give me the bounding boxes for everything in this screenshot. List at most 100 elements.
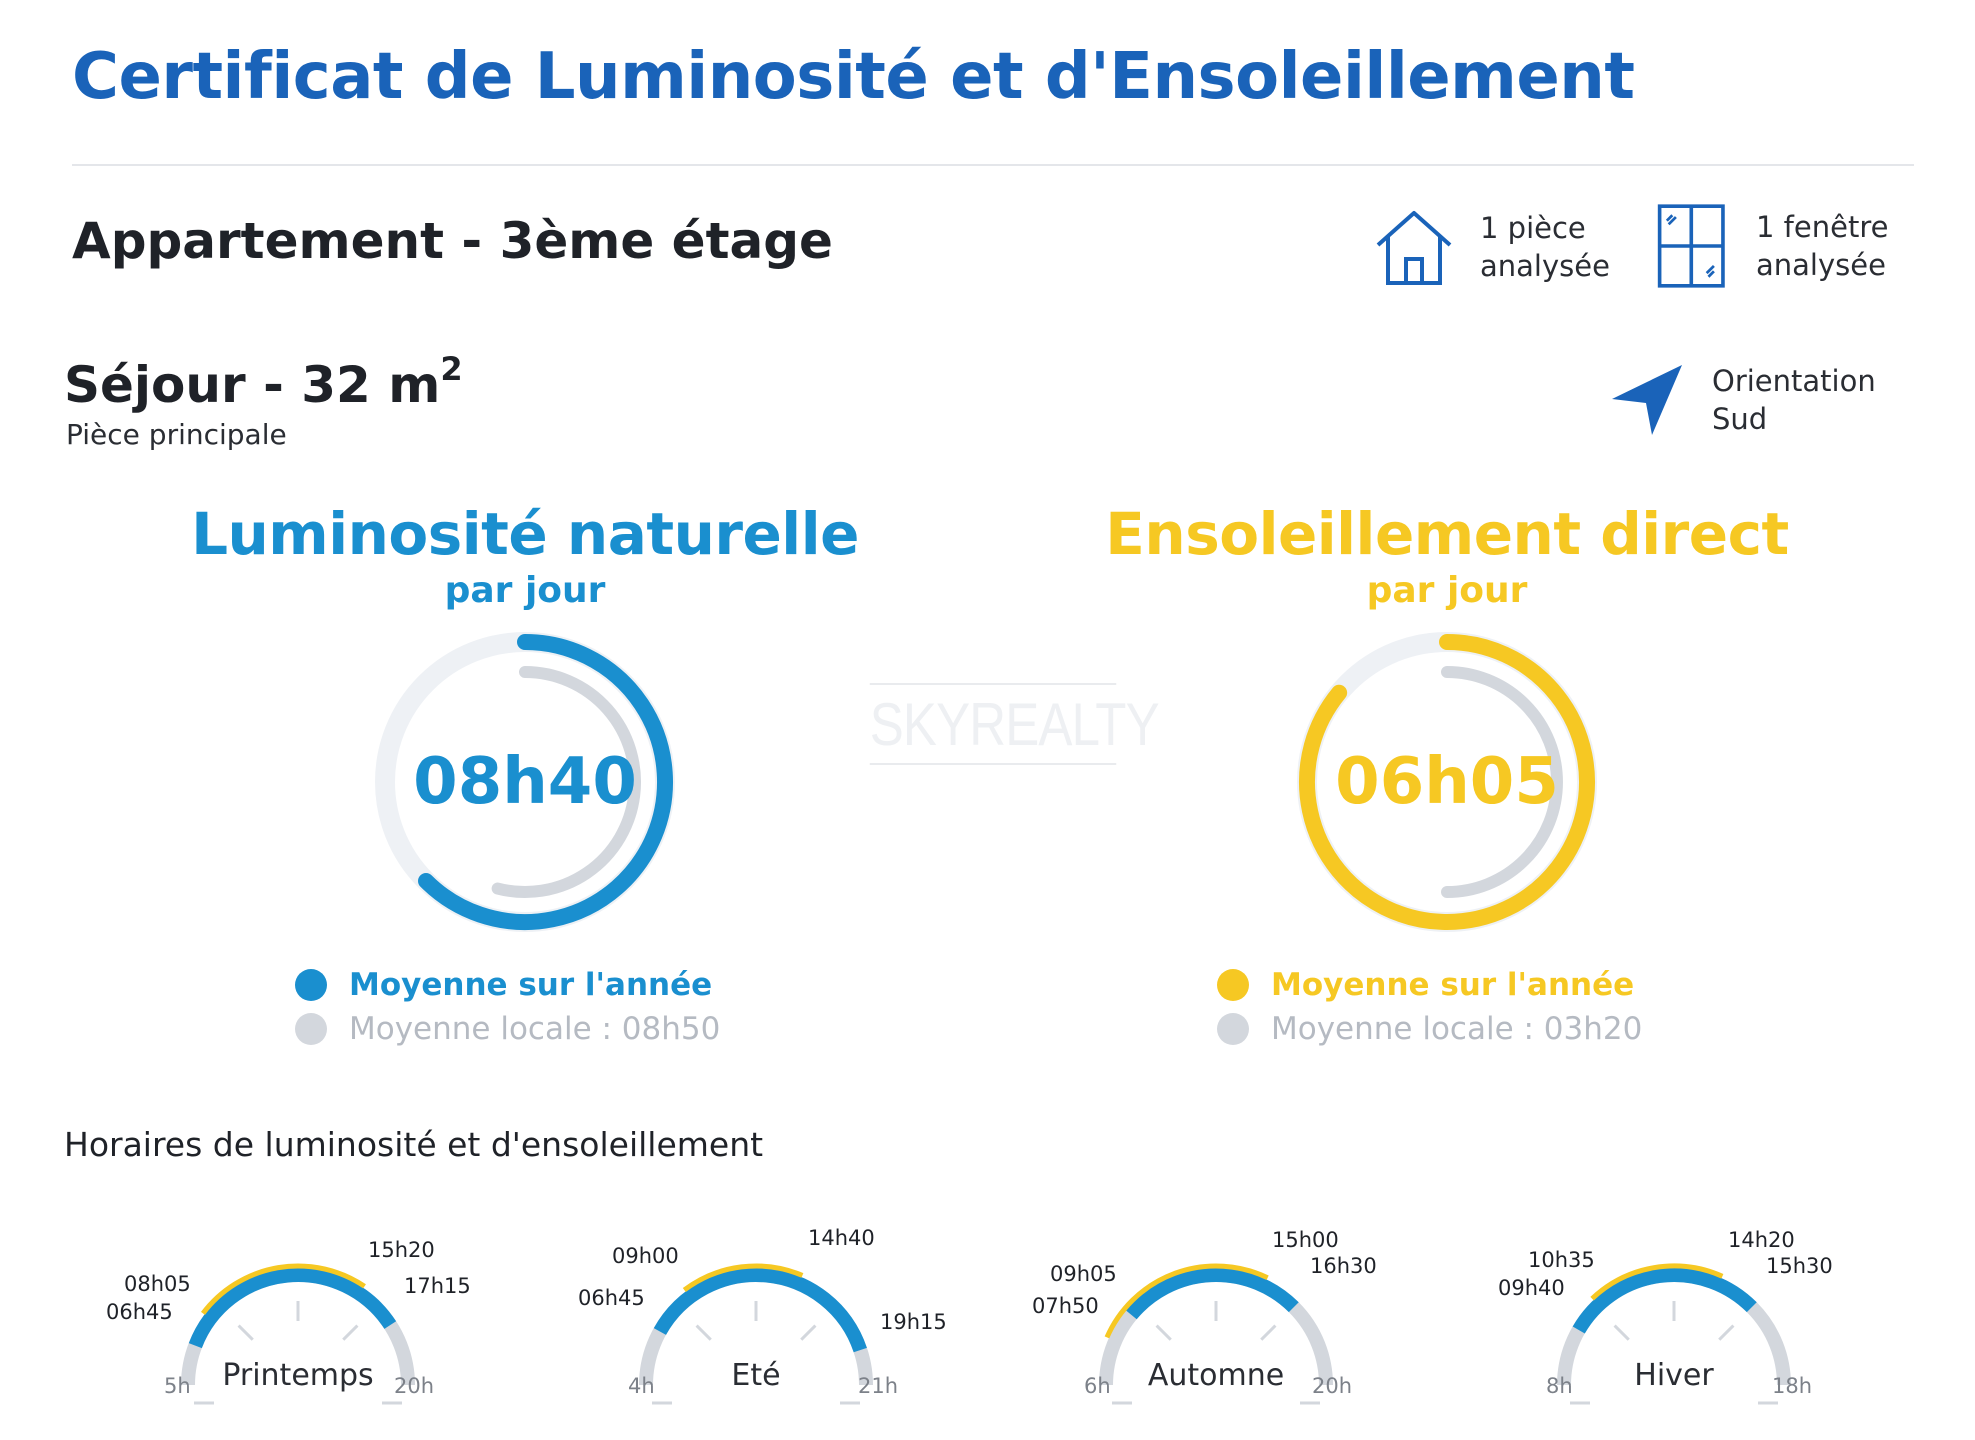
axis-end-label: 18h bbox=[1772, 1374, 1813, 1398]
season-gauge-printemps: 08h05 06h45 15h20 17h15 5h 20h Printemps bbox=[98, 1220, 498, 1420]
season-gauge-svg bbox=[1099, 1263, 1333, 1405]
sunshine-title: Ensoleillement direct bbox=[1105, 500, 1789, 568]
luminosity-hours-arc bbox=[1572, 1268, 1757, 1334]
windows-count-label: 1 fenêtre bbox=[1756, 210, 1889, 244]
gauge-tick bbox=[342, 1324, 359, 1341]
sunshine-local-arc bbox=[1441, 666, 1563, 898]
legend-dot-yellow bbox=[1217, 969, 1249, 1001]
rooms-count-label: 1 pièce bbox=[1480, 211, 1586, 245]
luminosity-legend-main: Moyenne sur l'année bbox=[295, 963, 755, 1007]
gauge-tick bbox=[695, 1324, 712, 1341]
gauge-tick bbox=[1260, 1324, 1277, 1341]
certificate-title: Certificat de Luminosité et d'Ensoleille… bbox=[72, 40, 1635, 114]
luminosity-hours-arc bbox=[653, 1268, 867, 1353]
season-name: Eté bbox=[731, 1358, 781, 1393]
sun-end-label: 15h00 bbox=[1272, 1228, 1339, 1252]
watermark: SKYREALTY bbox=[869, 683, 1160, 765]
light-end-label: 15h30 bbox=[1766, 1254, 1833, 1278]
luminosity-ring-svg bbox=[375, 632, 675, 932]
season-name: Automne bbox=[1147, 1358, 1285, 1393]
season-gauge-hiver: 10h35 09h40 14h20 15h30 8h 18h Hiver bbox=[1474, 1220, 1874, 1420]
sunshine-legend-local: Moyenne locale : 03h20 bbox=[1217, 1007, 1677, 1051]
windows-analysed-label: analysée bbox=[1756, 248, 1886, 282]
divider bbox=[72, 164, 1914, 166]
window-icon bbox=[1657, 204, 1725, 288]
season-gauge-svg bbox=[1557, 1263, 1791, 1405]
sunshine-subtitle: par jour bbox=[1366, 570, 1528, 611]
axis-end-label: 21h bbox=[858, 1374, 899, 1398]
season-gauge-svg bbox=[181, 1263, 415, 1405]
sunshine-hours-arc bbox=[200, 1263, 366, 1315]
sunshine-legend-main-label: Moyenne sur l'année bbox=[1271, 967, 1635, 1003]
luminosity-value: 08h40 bbox=[413, 745, 637, 819]
luminosity-gauge-block: Luminosité naturelle par jour 08h40 Moye… bbox=[165, 500, 885, 1051]
sun-start-label: 08h05 bbox=[124, 1272, 191, 1296]
sunshine-ring: 06h05 bbox=[1292, 627, 1602, 937]
luminosity-title: Luminosité naturelle bbox=[191, 500, 859, 568]
room-name: Séjour - 32 m bbox=[64, 356, 441, 414]
legend-dot-grey bbox=[1217, 1013, 1249, 1045]
gauge-tick bbox=[800, 1324, 817, 1341]
axis-start-label: 6h bbox=[1084, 1374, 1111, 1398]
sun-end-label: 14h20 bbox=[1728, 1228, 1795, 1252]
axis-start-label: 4h bbox=[628, 1374, 655, 1398]
luminosity-legend: Moyenne sur l'année Moyenne locale : 08h… bbox=[295, 963, 755, 1051]
sunshine-value: 06h05 bbox=[1335, 745, 1559, 819]
room-subtitle: Pièce principale bbox=[66, 418, 287, 451]
sunshine-value-arc bbox=[1299, 634, 1595, 930]
room-unit-exponent: 2 bbox=[440, 350, 463, 388]
axis-end-label: 20h bbox=[1312, 1374, 1353, 1398]
light-start-label: 09h40 bbox=[1498, 1276, 1565, 1300]
luminosity-value-arc bbox=[418, 634, 673, 930]
light-start-label: 06h45 bbox=[578, 1286, 645, 1310]
legend-dot-grey bbox=[295, 1013, 327, 1045]
season-name: Hiver bbox=[1634, 1358, 1714, 1393]
sunshine-legend-local-label: Moyenne locale : 03h20 bbox=[1271, 1011, 1643, 1047]
rooms-analysed-label: analysée bbox=[1480, 249, 1610, 283]
sun-end-label: 15h20 bbox=[368, 1238, 435, 1262]
light-start-label: 06h45 bbox=[106, 1300, 173, 1324]
luminosity-hours-arc bbox=[1125, 1268, 1299, 1320]
sunshine-gauge-block: Ensoleillement direct par jour 06h05 Moy… bbox=[1087, 500, 1807, 1051]
light-end-label: 16h30 bbox=[1310, 1254, 1377, 1278]
room-title: Séjour - 32 m2 bbox=[64, 350, 463, 414]
light-end-label: 19h15 bbox=[880, 1310, 947, 1334]
sunshine-legend: Moyenne sur l'année Moyenne locale : 03h… bbox=[1217, 963, 1677, 1051]
apartment-label: Appartement - 3ème étage bbox=[72, 212, 833, 270]
orientation-label: Orientation bbox=[1712, 364, 1876, 398]
sunshine-hours-arc bbox=[1104, 1263, 1269, 1339]
gauge-tick bbox=[1613, 1324, 1630, 1341]
light-start-label: 09h05 bbox=[1050, 1262, 1117, 1286]
sunshine-hours-arc bbox=[1590, 1263, 1724, 1301]
axis-end-label: 20h bbox=[394, 1374, 435, 1398]
season-gauge-automne: 09h05 07h50 15h00 16h30 6h 20h Automne bbox=[1016, 1220, 1416, 1420]
sunshine-ring-svg bbox=[1297, 632, 1597, 932]
luminosity-hours-arc bbox=[188, 1268, 397, 1349]
schedule-section-title: Horaires de luminosité et d'ensoleilleme… bbox=[64, 1125, 764, 1164]
luminosity-legend-local: Moyenne locale : 08h50 bbox=[295, 1007, 755, 1051]
sunshine-hours-arc bbox=[682, 1263, 804, 1293]
sun-end-label: 14h40 bbox=[808, 1226, 875, 1250]
sun-start-label: 10h35 bbox=[1528, 1248, 1595, 1272]
luminosity-local-arc bbox=[491, 666, 642, 898]
luminosity-subtitle: par jour bbox=[444, 570, 606, 611]
sun-start-label: 09h00 bbox=[612, 1244, 679, 1268]
light-end-label: 17h15 bbox=[404, 1274, 471, 1298]
gauge-tick bbox=[1155, 1324, 1172, 1341]
windows-analysed-stat: 1 fenêtre analysée bbox=[1656, 198, 1888, 294]
axis-start-label: 8h bbox=[1546, 1374, 1573, 1398]
house-icon bbox=[1376, 211, 1452, 285]
season-gauge-svg bbox=[639, 1263, 873, 1405]
axis-start-label: 5h bbox=[164, 1374, 191, 1398]
season-name: Printemps bbox=[222, 1358, 374, 1393]
orientation-value: Sud bbox=[1712, 402, 1768, 436]
orientation-info: Orientation Sud bbox=[1610, 362, 1876, 438]
sunshine-legend-main: Moyenne sur l'année bbox=[1217, 963, 1677, 1007]
gauge-tick bbox=[237, 1324, 254, 1341]
rooms-analysed-stat: 1 pièce analysée bbox=[1372, 205, 1610, 289]
luminosity-ring: 08h40 bbox=[370, 627, 680, 937]
luminosity-legend-local-label: Moyenne locale : 08h50 bbox=[349, 1011, 721, 1047]
compass-arrow-icon bbox=[1612, 365, 1682, 435]
sun-start-label: 07h50 bbox=[1032, 1294, 1099, 1318]
luminosity-legend-main-label: Moyenne sur l'année bbox=[349, 967, 713, 1003]
